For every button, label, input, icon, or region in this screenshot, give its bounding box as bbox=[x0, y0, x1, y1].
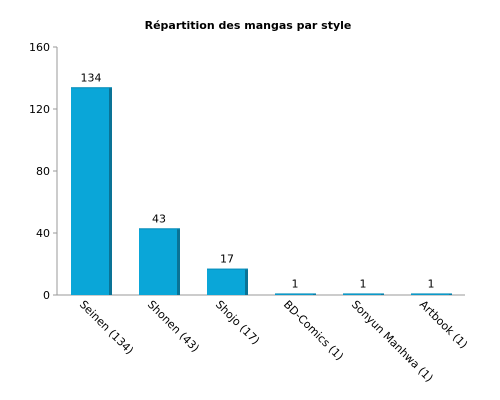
bar-top-edge bbox=[207, 268, 248, 270]
bar-front bbox=[139, 228, 177, 295]
bar-side bbox=[109, 87, 112, 295]
bar-top-edge bbox=[139, 228, 180, 230]
x-tick-label: Seinen (134) bbox=[77, 298, 136, 357]
bar bbox=[71, 87, 112, 295]
bar-top-edge bbox=[275, 293, 316, 295]
bar-top-edge bbox=[71, 87, 112, 89]
bar-front bbox=[207, 268, 245, 295]
bar-top-edge bbox=[411, 293, 452, 295]
data-labels: 134 43 17 1 1 1 bbox=[81, 71, 435, 290]
y-tick-label: 160 bbox=[29, 41, 50, 54]
y-tick-label: 120 bbox=[29, 103, 50, 116]
y-tick-label: 0 bbox=[43, 289, 50, 302]
bar bbox=[343, 293, 384, 295]
bar-side bbox=[245, 268, 248, 295]
data-label: 1 bbox=[428, 277, 435, 290]
y-axis: 0 40 80 120 160 bbox=[29, 41, 58, 302]
bar-top-edge bbox=[343, 293, 384, 295]
data-label: 1 bbox=[292, 277, 299, 290]
x-tick-labels: Seinen (134) Shonen (43) Shojo (17) BD-Comi… bbox=[77, 298, 470, 385]
x-tick-label: Shonen (43) bbox=[145, 298, 202, 355]
x-tick-label: BD-Comics (1) bbox=[281, 298, 346, 363]
bar-front bbox=[71, 87, 109, 295]
bars bbox=[71, 87, 452, 295]
x-tick-label: Artbook (1) bbox=[417, 298, 470, 351]
bar bbox=[139, 228, 180, 295]
data-label: 1 bbox=[360, 277, 367, 290]
chart-title: Répartition des mangas par style bbox=[145, 19, 352, 32]
data-label: 43 bbox=[152, 212, 166, 225]
y-tick-label: 40 bbox=[36, 227, 50, 240]
data-label: 134 bbox=[81, 71, 102, 84]
bar bbox=[207, 268, 248, 295]
bar bbox=[411, 293, 452, 295]
bar-side bbox=[177, 228, 180, 295]
data-label: 17 bbox=[220, 253, 234, 266]
bar bbox=[275, 293, 316, 295]
y-tick-label: 80 bbox=[36, 165, 50, 178]
x-tick-label: Shojo (17) bbox=[213, 298, 262, 347]
